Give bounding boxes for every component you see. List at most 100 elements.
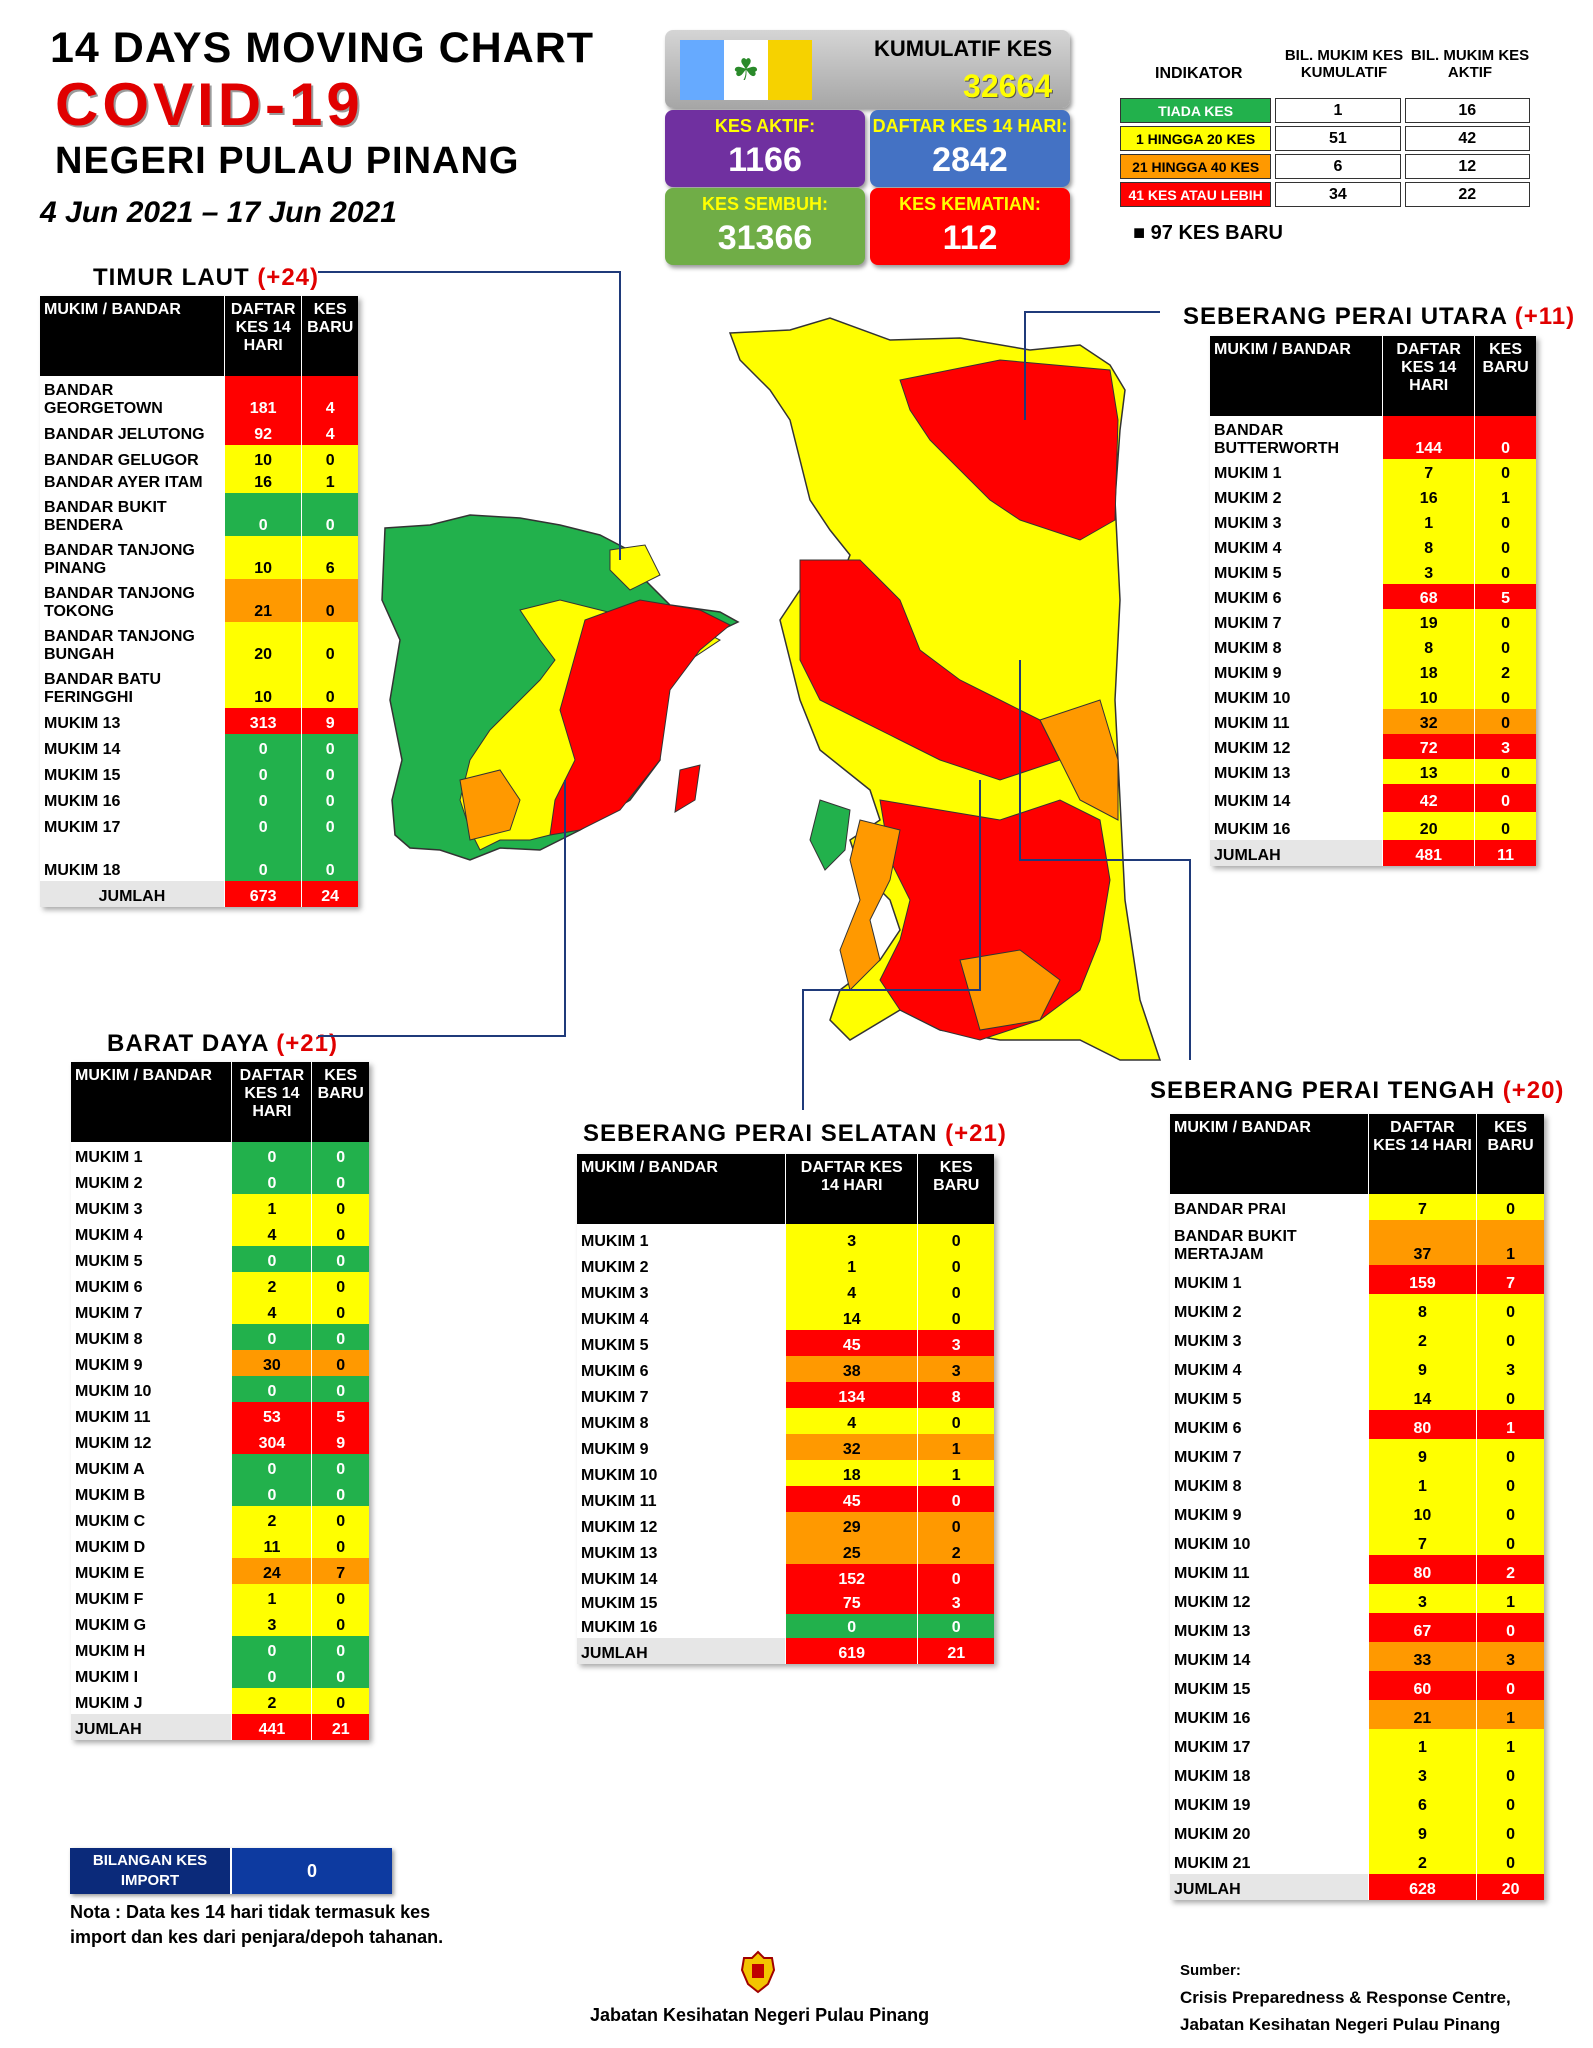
cell-baru: 0 — [311, 1480, 369, 1506]
table-row: MUKIM 18 0 0 — [40, 838, 358, 881]
cell-mukim-name: MUKIM 21 — [1170, 1845, 1369, 1874]
cell-mukim-name: MUKIM G — [71, 1610, 232, 1636]
cell-daftar: 80 — [1367, 1410, 1477, 1439]
cell-mukim-name: MUKIM 6 — [577, 1356, 786, 1382]
cell-daftar: 0 — [231, 1480, 312, 1506]
cell-daftar: 0 — [231, 1324, 312, 1350]
cell-daftar: 0 — [784, 1614, 918, 1638]
table-row: MUKIM 16 0 0 — [577, 1614, 994, 1638]
source-block: Sumber: Crisis Preparedness & Response C… — [1180, 1957, 1511, 2038]
table-sp-utara: MUKIM / BANDAR DAFTAR KES 14 HARI KES BARU… — [1210, 336, 1536, 866]
table-row: MUKIM 13 13 0 — [1210, 759, 1536, 784]
table-row: MUKIM 5 45 3 — [577, 1330, 994, 1356]
indicator-aktif-value: 16 — [1404, 98, 1530, 123]
table-row: MUKIM 13 67 0 — [1170, 1613, 1544, 1642]
table-row: MUKIM D 11 0 — [71, 1532, 369, 1558]
cell-daftar: 0 — [223, 493, 302, 536]
cell-baru: 1 — [1476, 1410, 1544, 1439]
cell-baru: 0 — [1474, 684, 1536, 709]
cell-mukim-name: MUKIM 11 — [71, 1402, 232, 1428]
cell-baru: 0 — [1476, 1845, 1544, 1874]
cell-mukim-name: MUKIM 4 — [1170, 1352, 1369, 1381]
cell-baru: 0 — [1476, 1381, 1544, 1410]
jata-negara-logo-icon — [738, 1950, 778, 1994]
cell-daftar: 313 — [223, 708, 302, 734]
cell-mukim-name: MUKIM 7 — [577, 1382, 786, 1408]
indicator-kumulatif-value: 34 — [1275, 182, 1401, 207]
cell-mukim-name: MUKIM 15 — [577, 1590, 786, 1614]
cell-baru: 0 — [311, 1688, 369, 1714]
cell-mukim-name: MUKIM 12 — [1170, 1584, 1369, 1613]
cell-baru: 0 — [311, 1350, 369, 1376]
cell-mukim-name: MUKIM 12 — [71, 1428, 232, 1454]
cell-mukim-name: MUKIM 14 — [577, 1564, 786, 1590]
cell-baru: 4 — [301, 376, 358, 419]
cell-daftar: 19 — [1382, 609, 1475, 634]
indicator-kumulatif-value: 1 — [1275, 98, 1401, 123]
cell-daftar: 0 — [231, 1454, 312, 1480]
table-row: MUKIM 11 45 0 — [577, 1486, 994, 1512]
indicator-label: TIADA KES — [1120, 98, 1272, 123]
cell-daftar: 29 — [784, 1512, 918, 1538]
cell-daftar: 7 — [1367, 1526, 1477, 1555]
cell-baru: 0 — [1476, 1758, 1544, 1787]
daftar-label: DAFTAR KES 14 HARI: — [872, 116, 1068, 136]
table-sp-selatan: MUKIM / BANDAR DAFTAR KES 14 HARI KES BARU… — [577, 1154, 994, 1664]
total-baru: 21 — [917, 1638, 994, 1664]
cell-mukim-name: BANDAR PRAI — [1170, 1194, 1369, 1220]
footnote: Nota : Data kes 14 hari tidak termasuk k… — [70, 1902, 444, 1947]
cell-daftar: 0 — [231, 1142, 312, 1168]
cell-baru: 3 — [1476, 1352, 1544, 1381]
table-row: MUKIM 9 18 2 — [1210, 659, 1536, 684]
cell-mukim-name: MUKIM 13 — [40, 708, 225, 734]
cell-baru: 0 — [301, 579, 358, 622]
cell-baru: 1 — [1474, 484, 1536, 509]
table-row: MUKIM 7 19 0 — [1210, 609, 1536, 634]
cell-mukim-name: MUKIM 16 — [1210, 812, 1383, 840]
total-baru: 11 — [1474, 840, 1536, 866]
region-title-text: SEBERANG PERAI UTARA — [1183, 303, 1508, 330]
header-daftar: DAFTAR KES 14 HARI — [1367, 1114, 1477, 1194]
cell-baru: 3 — [917, 1356, 994, 1382]
aktif-value: 1166 — [728, 141, 802, 179]
cell-mukim-name: MUKIM 19 — [1170, 1787, 1369, 1816]
cell-daftar: 20 — [1382, 812, 1475, 840]
cell-baru: 0 — [917, 1486, 994, 1512]
cell-daftar: 159 — [1367, 1265, 1477, 1294]
cell-baru: 0 — [1476, 1787, 1544, 1816]
region-plus: (+24) — [257, 264, 320, 291]
indicator-label: 41 KES ATAU LEBIH — [1120, 182, 1272, 207]
cell-mukim-name: MUKIM 16 — [577, 1614, 786, 1638]
cell-baru: 1 — [1476, 1584, 1544, 1613]
header-baru: KES BARU — [917, 1154, 994, 1224]
cell-baru: 0 — [1474, 459, 1536, 484]
cell-baru: 5 — [1474, 584, 1536, 609]
cell-mukim-name: MUKIM 6 — [1210, 584, 1383, 609]
table-row: MUKIM 12 3 1 — [1170, 1584, 1544, 1613]
table-row: MUKIM 6 38 3 — [577, 1356, 994, 1382]
cell-baru: 0 — [301, 838, 358, 881]
cell-mukim-name: MUKIM 14 — [1170, 1642, 1369, 1671]
table-row: MUKIM 10 7 0 — [1170, 1526, 1544, 1555]
sembuh-label: KES SEMBUH: — [701, 194, 828, 214]
table-row: MUKIM 11 53 5 — [71, 1402, 369, 1428]
cell-baru: 0 — [301, 734, 358, 760]
table-row: MUKIM 4 14 0 — [577, 1304, 994, 1330]
table-row: MUKIM 9 30 0 — [71, 1350, 369, 1376]
cell-mukim-name: MUKIM 11 — [1210, 709, 1383, 734]
indicator-label: 1 HINGGA 20 KES — [1120, 126, 1272, 151]
cell-daftar: 2 — [231, 1688, 312, 1714]
header-baru: KES BARU — [311, 1062, 369, 1142]
cell-daftar: 0 — [231, 1636, 312, 1662]
cell-mukim-name: MUKIM 3 — [71, 1194, 232, 1220]
cell-daftar: 7 — [1382, 459, 1475, 484]
